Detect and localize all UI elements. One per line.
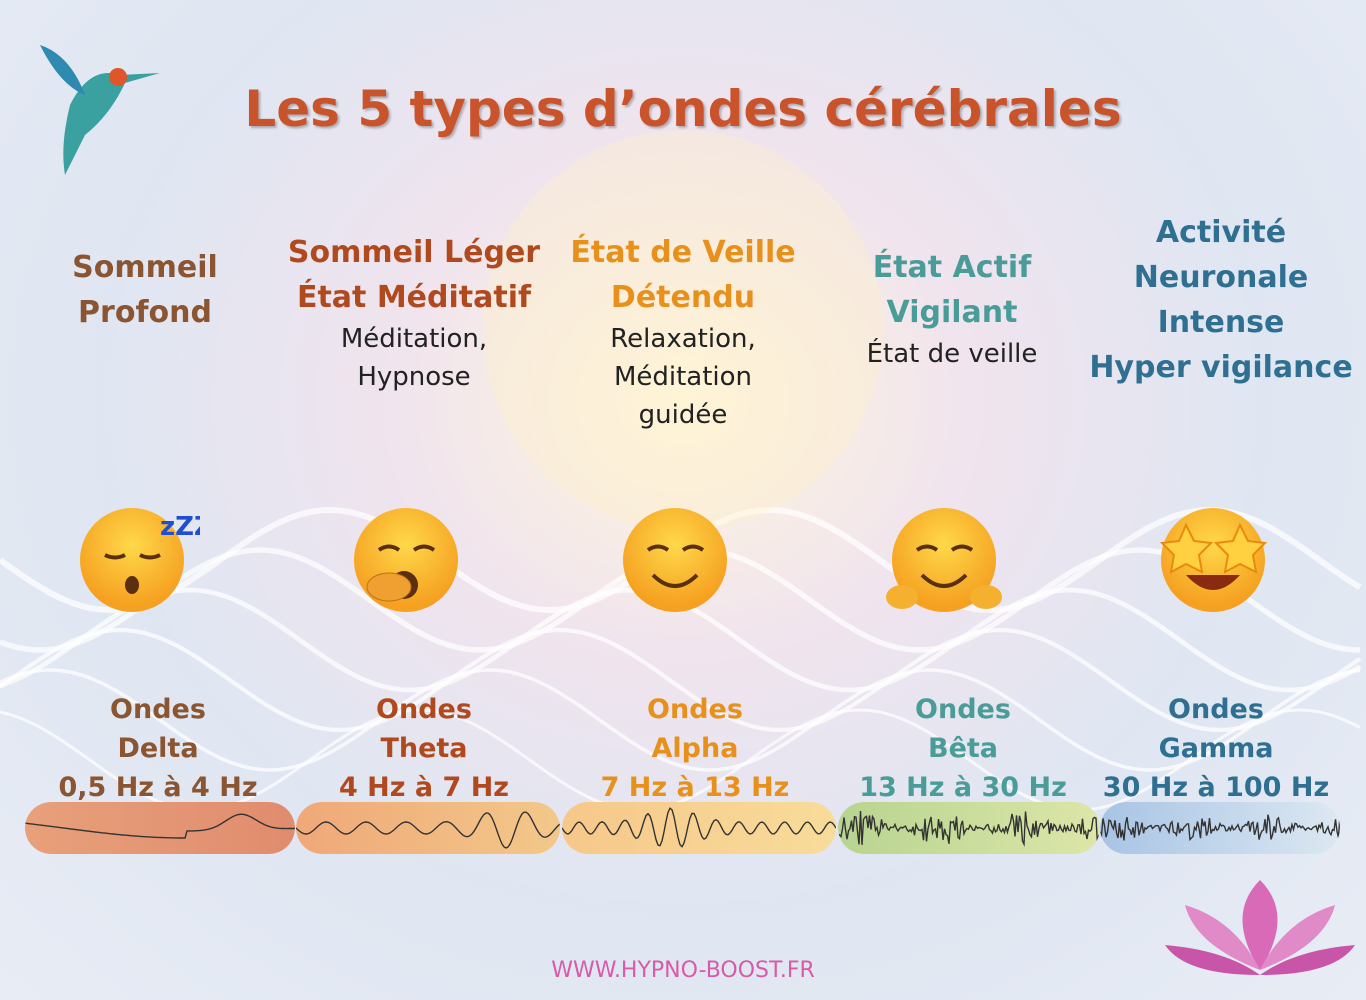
- star-struck-face-icon: [1159, 508, 1268, 612]
- state-title-line: Sommeil Léger: [287, 235, 541, 270]
- wave-trace: [562, 807, 836, 848]
- state-1: Sommeil Léger État Méditatif Méditation, Hy…: [274, 230, 554, 396]
- wave-frequency-range: 4 Hz à 7 Hz: [338, 772, 509, 803]
- wave-word: Ondes: [647, 694, 743, 725]
- wave-word: Ondes: [1168, 694, 1264, 725]
- wave-label-3: Ondes Bêta 13 Hz à 30 Hz: [813, 690, 1113, 807]
- state-title-line: Intense: [1157, 305, 1285, 340]
- wave-label-2: Ondes Alpha 7 Hz à 13 Hz: [545, 690, 845, 807]
- lotus-logo: [1165, 880, 1355, 975]
- website-link[interactable]: WWW.HYPNO-BOOST.FR: [551, 958, 815, 983]
- wave-band-0: [25, 802, 295, 854]
- state-description-line: Méditation,: [340, 324, 488, 354]
- hugging-face-icon: [886, 508, 1002, 612]
- wave-name: Gamma: [1158, 733, 1274, 764]
- state-description-line: Méditation: [613, 362, 753, 392]
- wave-label-4: Ondes Gamma 30 Hz à 100 Hz: [1066, 690, 1366, 807]
- state-title-line: Détendu: [610, 280, 756, 315]
- wave-frequency-range: 13 Hz à 30 Hz: [859, 772, 1067, 803]
- state-title-line: Neuronale: [1133, 260, 1309, 295]
- wave-band-1: [296, 802, 560, 854]
- state-2: État de Veille Détendu Relaxation, Méditati…: [543, 230, 823, 434]
- smiling-face-icon: [623, 508, 727, 612]
- sleeping-face-icon: zZZ: [80, 508, 200, 612]
- state-description-line: Relaxation,: [610, 324, 756, 354]
- wave-band-3: [838, 802, 1100, 854]
- wave-frequency-range: 0,5 Hz à 4 Hz: [58, 772, 258, 803]
- wave-trace: [25, 813, 295, 839]
- wave-trace: [296, 811, 560, 849]
- state-3: État Actif Vigilant État de veille: [812, 245, 1092, 373]
- wave-name: Bêta: [927, 733, 999, 764]
- wave-band-4: [1100, 802, 1340, 854]
- state-title-line: Vigilant: [886, 295, 1018, 330]
- wave-band-2: [562, 802, 836, 854]
- wave-name: Theta: [380, 733, 468, 764]
- wave-frequency-range: 7 Hz à 13 Hz: [600, 772, 790, 803]
- state-description-line: Hypnose: [357, 362, 471, 392]
- wave-frequency-range: 30 Hz à 100 Hz: [1102, 772, 1330, 803]
- state-title-line: État Actif: [872, 250, 1032, 285]
- state-title-line: Sommeil: [72, 250, 218, 285]
- wave-label-0: Ondes Delta 0,5 Hz à 4 Hz: [8, 690, 308, 807]
- state-description-line: État de veille: [866, 339, 1038, 369]
- wave-word: Ondes: [915, 694, 1011, 725]
- state-title-line: État Méditatif: [296, 280, 532, 315]
- wave-word: Ondes: [376, 694, 472, 725]
- wave-trace: [1100, 814, 1340, 842]
- state-title-line: État de Veille: [570, 235, 796, 270]
- wave-name: Alpha: [651, 733, 739, 764]
- state-4: Activité Neuronale Intense Hyper vigilance: [1081, 210, 1361, 390]
- state-title-line: Hyper vigilance: [1089, 350, 1353, 385]
- hummingbird-logo: [40, 45, 161, 175]
- wave-trace: [838, 810, 1100, 847]
- state-title-line: Profond: [78, 295, 212, 330]
- wave-word: Ondes: [110, 694, 206, 725]
- wave-label-1: Ondes Theta 4 Hz à 7 Hz: [274, 690, 574, 807]
- yawning-face-icon: [354, 508, 458, 612]
- wave-name: Delta: [117, 733, 199, 764]
- state-description-line: guidée: [638, 400, 728, 430]
- state-0: Sommeil Profond: [5, 245, 285, 335]
- page-title: Les 5 types d’ondes cérébrales: [244, 80, 1122, 138]
- state-title-line: Activité: [1155, 215, 1287, 250]
- svg-text:zZZ: zZZ: [160, 512, 200, 542]
